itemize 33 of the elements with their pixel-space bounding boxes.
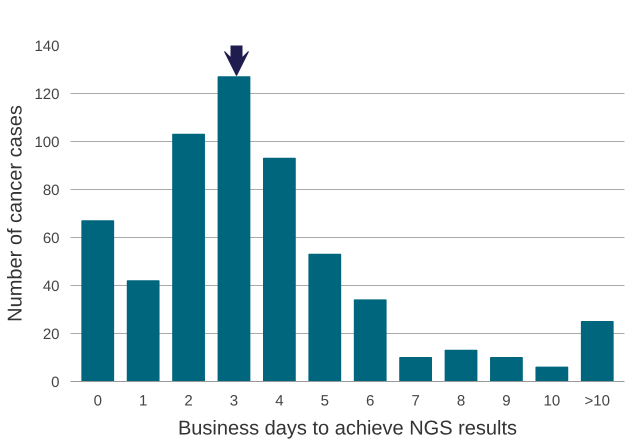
x-axis-title: Business days to achieve NGS results (178, 418, 518, 440)
x-tick-label: 4 (275, 392, 284, 410)
x-tick-label: 9 (502, 392, 511, 410)
y-tick-label: 40 (42, 278, 60, 295)
bar (354, 299, 387, 382)
x-tick-label: 0 (94, 392, 102, 410)
x-tick-label: 6 (366, 392, 374, 410)
x-tick-label: 3 (230, 392, 238, 410)
x-tick-label: 2 (184, 392, 193, 410)
bar (126, 280, 160, 382)
x-tick-label: 7 (411, 392, 420, 410)
x-tick-label: 5 (320, 392, 329, 410)
y-tick-label: 120 (34, 86, 60, 103)
y-tick-label: 100 (34, 134, 60, 151)
y-tick-label: 60 (42, 230, 60, 247)
bar (490, 357, 523, 382)
bar (580, 321, 614, 382)
y-tick-label: 140 (34, 38, 60, 55)
y-tick-label: 0 (51, 374, 60, 391)
y-axis-title: Number of cancer cases (4, 105, 26, 322)
bar (81, 220, 114, 382)
bar (535, 366, 568, 382)
y-tick-label: 80 (42, 182, 60, 199)
bar (308, 254, 342, 382)
bar (262, 158, 296, 382)
x-tick-label: 8 (456, 392, 466, 410)
x-tick-label: >10 (584, 392, 610, 410)
x-tick-label: 1 (138, 392, 148, 410)
y-tick-label: 20 (42, 326, 60, 343)
bar (399, 357, 432, 382)
bar (172, 134, 205, 382)
x-tick-label: 10 (544, 392, 560, 410)
bar (444, 350, 478, 382)
